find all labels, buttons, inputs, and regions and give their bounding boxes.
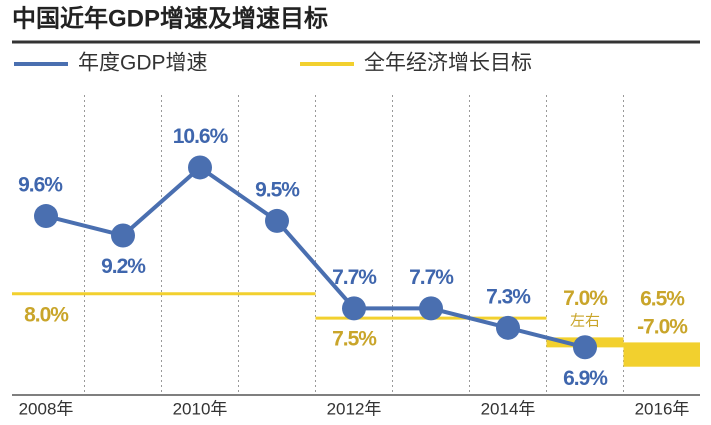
data-label: 9.2%: [101, 255, 146, 278]
legend-label: 年度GDP增速: [78, 52, 208, 75]
x-tick-label: 2014年: [481, 399, 536, 418]
data-label: 6.9%: [563, 367, 608, 390]
series-line: [45, 164, 586, 350]
data-point: [342, 296, 366, 321]
data-point: [573, 335, 597, 360]
data-point: [188, 155, 212, 180]
data-point: [265, 208, 289, 233]
target-band: [623, 342, 700, 367]
target-label: 6.5%: [640, 288, 685, 311]
data-point: [34, 204, 58, 229]
chart-title: 中国近年GDP增速及增速目标: [12, 4, 328, 32]
data-label: 10.6%: [173, 125, 229, 148]
x-tick-label: 2012年: [327, 399, 382, 418]
x-tick-label: 2008年: [19, 399, 74, 418]
data-label: 9.5%: [255, 178, 300, 201]
data-label: 7.7%: [409, 266, 454, 289]
x-tick-label: 2010年: [173, 399, 228, 418]
target-label: 8.0%: [24, 303, 69, 326]
target-label: -7.0%: [637, 316, 688, 339]
data-point: [496, 315, 520, 340]
data-label: 7.3%: [486, 285, 531, 308]
data-point: [111, 223, 135, 248]
legend-label: 全年经济增长目标: [364, 52, 532, 75]
x-tick-label: 2016年: [635, 399, 690, 418]
data-point: [419, 296, 443, 321]
target-label: 7.0%: [563, 287, 608, 310]
data-label: 9.6%: [18, 174, 63, 197]
data-label: 7.7%: [332, 266, 377, 289]
target-label: 7.5%: [332, 328, 377, 351]
target-note: 左右: [570, 312, 600, 329]
